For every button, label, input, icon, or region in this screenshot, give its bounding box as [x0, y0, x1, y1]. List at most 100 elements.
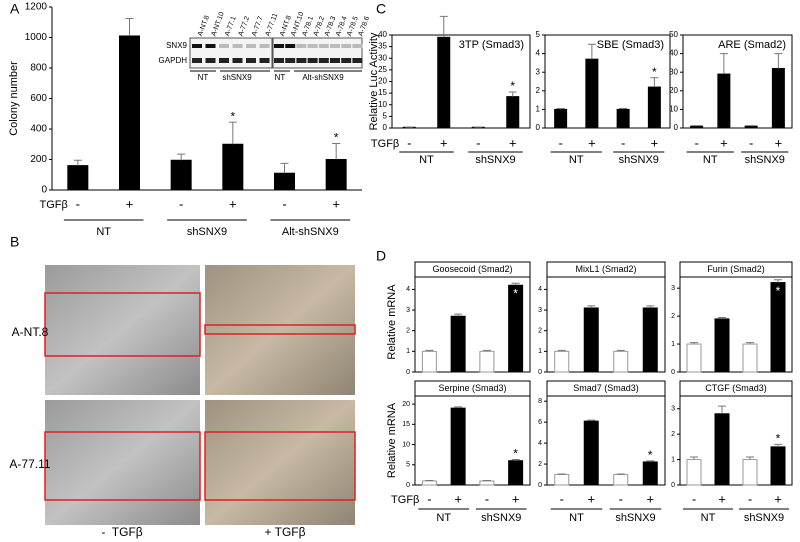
chart: MixL1 (Smad2) 0 1 2 3 4	[538, 261, 666, 376]
x-tick-label: +	[774, 491, 782, 506]
bar	[421, 350, 437, 373]
y-tick-label: 2	[671, 431, 675, 438]
y-tick-label: 30	[669, 67, 678, 76]
y-tick-label: 0	[406, 369, 410, 376]
error-bar	[73, 159, 82, 166]
y-tick-label: 4	[538, 286, 542, 293]
error-bar	[557, 473, 566, 475]
x-tick-label: +	[332, 196, 340, 211]
error-bar	[511, 459, 520, 461]
bar	[717, 73, 731, 129]
x-tick-label: +	[512, 491, 520, 506]
group-label: shSNX9	[619, 154, 659, 166]
blot-band	[296, 44, 307, 48]
error-bar	[439, 15, 448, 38]
bar	[642, 307, 658, 373]
significance-mark: *	[510, 79, 515, 93]
y-tick-label: 10	[402, 441, 410, 448]
y-tick-label: 2	[538, 461, 542, 468]
chart-title: Goosecoid (Smad2)	[432, 264, 512, 274]
x-axis-label: TGFβ	[371, 138, 399, 150]
error-bar	[556, 107, 565, 110]
error-bar	[616, 349, 625, 352]
x-tick-label: -	[476, 135, 480, 150]
micrographs	[44, 265, 356, 525]
blot-row-label: SNX9	[166, 41, 187, 50]
bar	[554, 108, 568, 129]
bar	[222, 143, 244, 191]
error-bar	[125, 17, 134, 36]
bar	[450, 407, 466, 486]
plot-frame	[679, 395, 793, 486]
group-label: shSNX9	[744, 512, 784, 524]
chart: Smad7 (Smad3) 0 2 4 6 8 - + - + * NT shSNX9	[538, 380, 666, 524]
y-tick-label: 1	[671, 456, 675, 463]
x-tick-label: -	[407, 135, 411, 150]
blot-band	[330, 44, 340, 48]
blot-band	[307, 58, 318, 63]
group-label: shSNX9	[187, 226, 227, 238]
blot-band	[274, 58, 284, 63]
bar	[613, 350, 629, 373]
y-tick-label: 10	[669, 105, 678, 114]
blot-lane-label: A-77.2	[238, 15, 252, 37]
chart-title: Serpine (Smad3)	[438, 383, 506, 393]
y-tick-label: 10	[378, 100, 387, 109]
panel-letter: C	[376, 1, 386, 17]
y-tick-label: 8	[538, 398, 542, 405]
y-axis-label: Relative mRNA	[386, 284, 398, 360]
error-bar	[747, 125, 756, 127]
y-tick-label: 200	[30, 154, 47, 165]
y-tick-label: 4	[536, 49, 541, 58]
chart: CTGF (Smad3) 0 1 2 3 - + - + * NT shSNX9	[671, 380, 793, 524]
y-tick-label: 0	[671, 369, 675, 376]
x-tick-label: -	[692, 491, 696, 506]
y-tick-label: 0	[674, 123, 679, 132]
micrograph-row-label: A-77.11	[9, 457, 50, 471]
bar	[67, 165, 89, 191]
group-label: NT	[96, 226, 111, 238]
blot-band	[205, 58, 216, 63]
group-label: NT	[419, 154, 434, 166]
y-axis-label: Relative mRNA	[386, 402, 398, 478]
x-tick-label: -	[694, 135, 698, 150]
x-tick-label: -	[427, 491, 431, 506]
error-bar	[508, 91, 517, 97]
error-bar	[690, 456, 698, 460]
chart-title: CTGF (Smad3)	[705, 383, 767, 393]
y-tick-label: 800	[30, 63, 47, 74]
y-tick-label: 0	[671, 482, 675, 489]
bar	[479, 350, 495, 373]
blot-group-label: NT	[275, 73, 286, 82]
blot-band	[318, 58, 329, 63]
error-bar	[646, 460, 655, 462]
y-tick-label: 1000	[25, 32, 48, 43]
x-tick-label: +	[229, 196, 237, 211]
blot-row-label: GAPDH	[159, 56, 188, 65]
y-tick-label: 40	[378, 30, 387, 39]
x-tick-label: -	[619, 491, 623, 506]
blot-group-label: NT	[198, 73, 209, 82]
y-tick-label: 15	[378, 88, 387, 97]
blot-band	[246, 44, 256, 48]
bar	[690, 125, 704, 129]
y-tick-label: 30	[378, 53, 387, 62]
bar	[119, 35, 140, 191]
significance-mark: *	[230, 109, 235, 123]
bar	[583, 420, 599, 486]
plot-frame	[682, 34, 793, 129]
blot-band	[274, 44, 284, 48]
y-tick-label: 50	[669, 30, 678, 39]
x-tick-label: -	[560, 491, 564, 506]
group-label: Alt-shSNX9	[282, 226, 339, 238]
bar	[450, 315, 466, 373]
blot-group-label: shSNX9	[222, 73, 252, 82]
bar	[613, 474, 629, 486]
y-tick-label: 1	[538, 348, 542, 355]
x-tick-label: -	[485, 491, 489, 506]
x-tick-label: +	[587, 491, 595, 506]
blot-band	[219, 44, 229, 48]
error-bar	[774, 279, 782, 283]
bar	[421, 480, 437, 486]
